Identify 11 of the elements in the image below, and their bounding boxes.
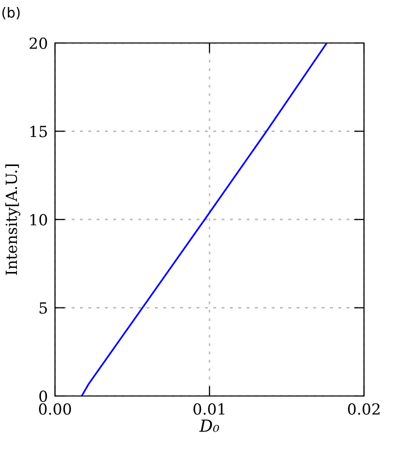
x-axis-title: D₀ [199, 420, 220, 432]
y-tick-label: 10 [30, 214, 48, 226]
y-axis-title: Intensity[A.U.] [5, 164, 20, 275]
y-tick-label: 0 [39, 390, 48, 402]
y-tick-label: 5 [40, 302, 47, 314]
y-tick-label: 20 [30, 37, 48, 50]
x-tick-label: 0.00 [39, 403, 71, 415]
x-tick-label: 0.01 [194, 403, 224, 415]
x-tick-label: 0.02 [348, 403, 380, 415]
y-tick-label: 15 [30, 126, 47, 138]
text: (b) [2, 7, 20, 20]
